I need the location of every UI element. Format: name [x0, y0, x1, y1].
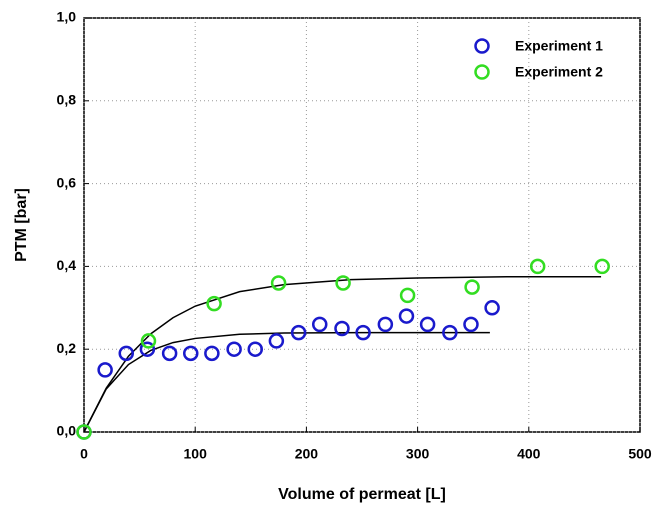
- x-tick-label: 400: [517, 446, 541, 462]
- data-point: [529, 258, 546, 275]
- data-point: [76, 424, 92, 440]
- data-point: [399, 287, 416, 304]
- data-point: [377, 316, 394, 333]
- y-tick-label: 0,4: [57, 257, 77, 273]
- data-point: [97, 362, 113, 378]
- data-point: [226, 341, 242, 357]
- y-tick-label: 0,8: [57, 92, 77, 108]
- y-tick-label: 1,0: [57, 9, 77, 25]
- data-point: [140, 333, 157, 349]
- fit-line: [83, 331, 490, 433]
- data-point: [247, 341, 263, 357]
- y-tick-label: 0,6: [57, 174, 77, 190]
- data-point: [335, 275, 351, 291]
- y-axis-label: PTM [bar]: [13, 188, 30, 262]
- data-point: [398, 308, 415, 324]
- data-point: [419, 316, 436, 333]
- data-point: [484, 300, 500, 316]
- data-point: [270, 275, 287, 291]
- data-point: [355, 324, 371, 341]
- data-point: [206, 295, 222, 312]
- data-point: [118, 345, 135, 362]
- fit-line: [83, 276, 602, 433]
- data-point: [442, 324, 458, 341]
- plot-frame: [83, 17, 641, 433]
- data-point: [334, 320, 350, 337]
- x-tick-label: 500: [628, 446, 652, 462]
- x-axis-label: Volume of permeat [L]: [278, 486, 446, 503]
- x-tick-label: 0: [80, 446, 88, 462]
- data-point: [594, 258, 610, 275]
- data-point: [463, 316, 479, 333]
- data-point: [183, 345, 199, 362]
- legend-marker: [474, 64, 490, 80]
- legend-label: Experiment 1: [515, 38, 603, 54]
- legend-marker: [474, 38, 490, 54]
- data-point: [139, 341, 156, 357]
- x-tick-label: 100: [184, 446, 208, 462]
- data-point: [268, 333, 285, 349]
- data-point: [204, 345, 220, 362]
- data-point: [464, 279, 480, 295]
- x-tick-label: 200: [295, 446, 319, 462]
- data-point: [290, 324, 307, 341]
- legend-label: Experiment 2: [515, 64, 603, 80]
- data-point: [161, 345, 178, 362]
- y-tick-label: 0,2: [57, 340, 77, 356]
- y-tick-label: 0,0: [57, 423, 77, 439]
- x-tick-label: 300: [406, 446, 430, 462]
- data-point: [311, 316, 328, 333]
